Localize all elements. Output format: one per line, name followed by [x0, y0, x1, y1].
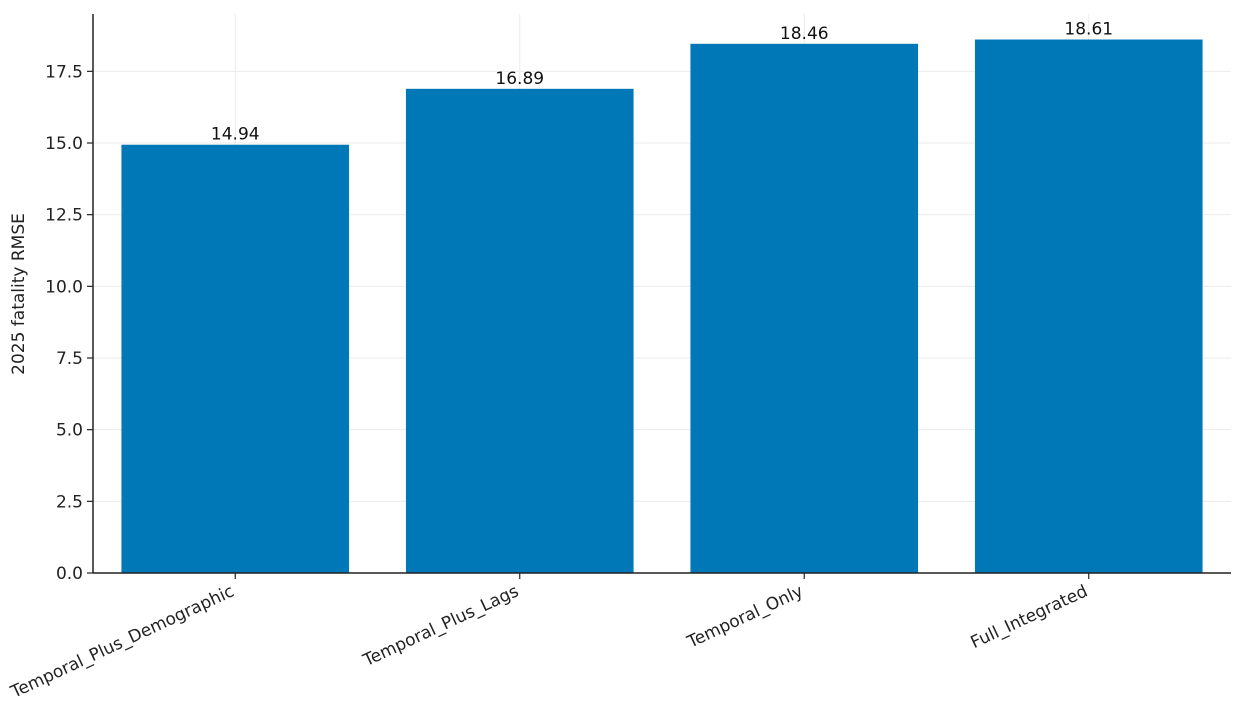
- y-tick-label: 7.5: [56, 349, 83, 369]
- bar-value-label: 18.61: [1064, 20, 1113, 40]
- x-tick-label: Temporal_Plus_Demographic: [7, 581, 237, 703]
- y-tick-label: 2.5: [56, 492, 83, 512]
- bar-value-label: 14.94: [211, 125, 260, 145]
- x-ticks: Temporal_Plus_Demographic Temporal_Plus_L…: [7, 573, 1091, 703]
- bar: [121, 144, 350, 573]
- y-tick-label: 0.0: [56, 564, 83, 584]
- bars: [121, 39, 1203, 574]
- data-labels: 14.94 16.89 18.46 18.61: [211, 20, 1113, 145]
- y-tick-label: 15.0: [45, 134, 83, 154]
- y-tick-label: 17.5: [45, 62, 83, 82]
- y-tick-label: 10.0: [45, 277, 83, 297]
- y-tick-label: 12.5: [45, 206, 83, 226]
- y-axis-title: 2025 fatality RMSE: [9, 213, 29, 375]
- bar: [690, 43, 919, 573]
- bar: [974, 39, 1203, 574]
- y-tick-label: 5.0: [56, 421, 83, 441]
- x-tick-label: Temporal_Only: [683, 581, 806, 652]
- y-ticks: 0.0 2.5 5.0 7.5 10.0 12.5 15.0 17.5: [45, 62, 93, 584]
- bar-value-label: 16.89: [495, 69, 544, 89]
- bar: [405, 88, 634, 573]
- x-tick-label: Temporal_Plus_Lags: [359, 581, 522, 671]
- axes: [92, 14, 1231, 574]
- x-tick-label: Full_Integrated: [968, 581, 1091, 653]
- bar-value-label: 18.46: [780, 24, 829, 44]
